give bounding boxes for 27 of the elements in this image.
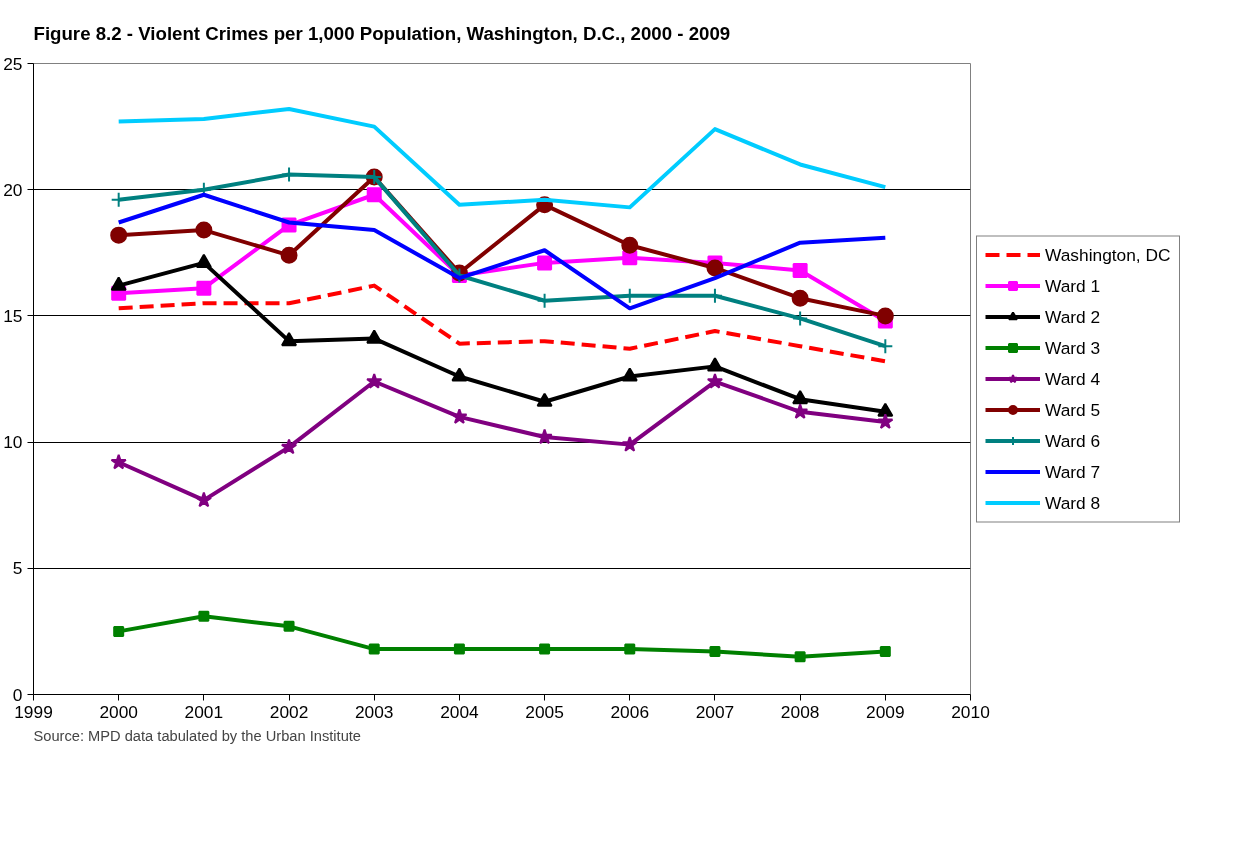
source-note: Source: MPD data tabulated by the Urban Institute xyxy=(33,727,362,744)
x-tick-label: 2009 xyxy=(866,701,905,722)
legend-label: Ward 3 xyxy=(1045,337,1101,358)
x-tick-label: 2005 xyxy=(525,701,564,722)
chart-title: Figure 8.2 - Violent Crimes per 1,000 Population, Washington, D.C., 2000 - 2009 xyxy=(33,22,731,44)
legend-label: Ward 2 xyxy=(1045,306,1101,327)
legend-label: Ward 5 xyxy=(1045,399,1101,420)
x-tick-label: 2006 xyxy=(610,701,650,722)
legend-label: Washington, DC xyxy=(1045,244,1171,265)
legend-label: Ward 8 xyxy=(1045,492,1101,513)
y-tick-label: 25 xyxy=(3,53,23,74)
x-tick-label: 2010 xyxy=(951,701,990,722)
x-tick-label: 2001 xyxy=(184,701,224,722)
x-tick-label: 2004 xyxy=(440,701,480,722)
x-tick-label: 2007 xyxy=(695,701,735,722)
legend-label: Ward 6 xyxy=(1045,430,1101,451)
y-tick-label: 10 xyxy=(3,432,23,453)
x-tick-label: 2000 xyxy=(99,701,138,722)
x-tick-label: 2008 xyxy=(780,701,820,722)
x-tick-label: 2002 xyxy=(269,701,309,722)
x-tick-label: 2003 xyxy=(354,701,394,722)
legend-label: Ward 1 xyxy=(1045,275,1101,296)
y-tick-label: 5 xyxy=(12,558,23,579)
y-tick-label: 15 xyxy=(3,305,23,326)
legend-label: Ward 4 xyxy=(1045,368,1101,389)
y-tick-label: 20 xyxy=(3,179,23,200)
legend-label: Ward 7 xyxy=(1045,461,1101,482)
